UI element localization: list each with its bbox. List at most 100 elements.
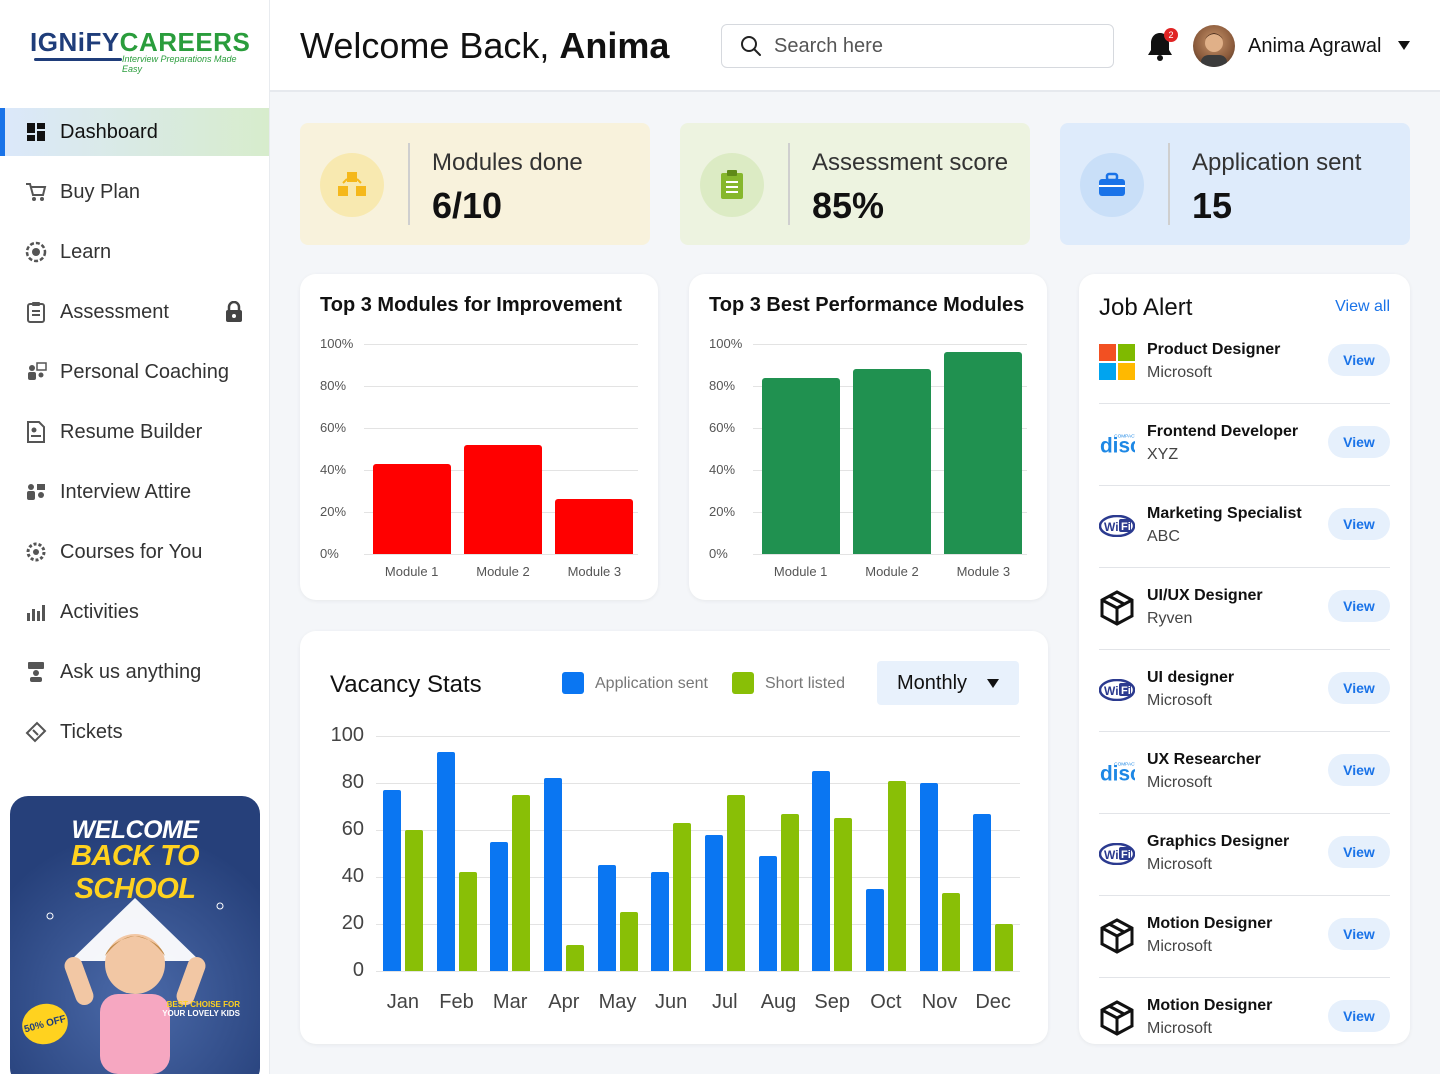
logo-tagline: Interview Preparations Made Easy <box>122 54 237 74</box>
sidebar-item-label: Tickets <box>60 720 123 743</box>
tickets-icon <box>24 720 48 744</box>
sidebar-item-buy-plan[interactable]: Buy Plan <box>0 168 269 216</box>
vacancy-bar-shortlisted <box>404 830 423 971</box>
notification-button[interactable]: 2 <box>1146 28 1178 62</box>
improvement-chart-title: Top 3 Modules for Improvement <box>320 294 622 316</box>
job-view-button[interactable]: View <box>1328 508 1390 540</box>
vacancy-x-label: Aug <box>760 991 797 1013</box>
job-view-button[interactable]: View <box>1328 426 1390 458</box>
job-company: Microsoft <box>1147 692 1212 709</box>
search-input[interactable] <box>774 34 1094 58</box>
chevron-down-icon[interactable] <box>1398 41 1410 50</box>
sidebar-item-activities[interactable]: Activities <box>0 588 269 636</box>
period-select[interactable]: Monthly <box>877 661 1019 705</box>
promo-title-line1: WELCOME <box>71 816 199 844</box>
best-x-label: Module 3 <box>956 564 1011 579</box>
job-view-button[interactable]: View <box>1328 754 1390 786</box>
coaching-icon <box>24 360 48 384</box>
user-avatar[interactable] <box>1193 25 1235 67</box>
stat-divider <box>788 143 790 225</box>
vacancy-title: Vacancy Stats <box>330 671 482 698</box>
vacancy-x-label: Feb <box>439 991 474 1013</box>
cube-icon <box>1099 1000 1135 1036</box>
activities-icon <box>24 600 48 624</box>
job-title: Product Designer <box>1147 341 1281 358</box>
job-view-button[interactable]: View <box>1328 1000 1390 1032</box>
sidebar-item-label: Interview Attire <box>60 480 192 503</box>
legend-swatch-applications <box>562 672 584 694</box>
vacancy-y-tick: 20 <box>341 912 364 934</box>
job-view-button[interactable]: View <box>1328 590 1390 622</box>
search-icon <box>741 36 761 56</box>
user-name[interactable]: Anima Agrawal <box>1248 35 1382 57</box>
vacancy-y-tick: 60 <box>341 818 364 840</box>
job-item[interactable]: discCOMPACT UX Researcher Microsoft View <box>1099 732 1390 814</box>
promo-banner[interactable]: WELCOME BACK TO SCHOOL 50% OFF BEST CHOI… <box>10 796 260 1074</box>
sidebar-item-personal-coaching[interactable]: Personal Coaching <box>0 348 269 396</box>
vacancy-gridline <box>376 971 1020 972</box>
stat-card-assessment-score: Assessment score 85% <box>680 123 1030 245</box>
job-view-button[interactable]: View <box>1328 672 1390 704</box>
sidebar-item-resume-builder[interactable]: Resume Builder <box>0 408 269 456</box>
sidebar-item-label: Buy Plan <box>60 180 141 203</box>
vacancy-x-label: May <box>598 991 637 1013</box>
job-view-button[interactable]: View <box>1328 918 1390 950</box>
avatar-image <box>1201 33 1227 67</box>
clipboard-icon <box>24 300 48 324</box>
job-title: Frontend Developer <box>1147 423 1299 440</box>
vacancy-bar-shortlisted <box>726 794 745 971</box>
sidebar-item-label: Dashboard <box>60 120 158 143</box>
job-item[interactable]: discCOMPACT Frontend Developer XYZ View <box>1099 404 1390 486</box>
job-item[interactable]: Motion Designer Microsoft View <box>1099 896 1390 978</box>
sidebar-item-courses-for-you[interactable]: Courses for You <box>0 528 269 576</box>
sidebar-item-ask-us-anything[interactable]: Ask us anything <box>0 648 269 696</box>
job-item[interactable]: Wi Fi Marketing Specialist ABC View <box>1099 486 1390 568</box>
svg-text:disc: disc <box>1100 763 1135 784</box>
ask-icon <box>24 660 48 684</box>
sidebar-item-assessment[interactable]: Assessment <box>0 288 269 336</box>
sidebar-item-label: Ask us anything <box>60 660 202 683</box>
sidebar-item-dashboard[interactable]: Dashboard <box>0 108 269 156</box>
job-company: Microsoft <box>1147 938 1212 955</box>
view-all-link[interactable]: View all <box>1335 298 1390 315</box>
improvement-y-tick: 100% <box>320 336 354 351</box>
svg-text:Fi: Fi <box>1121 685 1131 697</box>
job-item[interactable]: Wi Fi UI designer Microsoft View <box>1099 650 1390 732</box>
improvement-gridline <box>364 386 638 387</box>
best-bar <box>761 377 840 554</box>
svg-text:Wi: Wi <box>1104 520 1119 534</box>
best-chart-card: Top 3 Best Performance Modules 100% 80% 60… <box>689 274 1047 600</box>
vacancy-y-tick: 100 <box>330 724 364 746</box>
search-box[interactable] <box>721 24 1114 68</box>
vacancy-bar-shortlisted <box>995 924 1014 971</box>
job-item[interactable]: UI/UX Designer Ryven View <box>1099 568 1390 650</box>
legend-label-applications: Application sent <box>595 675 708 692</box>
job-title: Graphics Designer <box>1147 833 1290 850</box>
resume-icon <box>24 420 48 444</box>
improvement-bar <box>555 499 634 554</box>
best-y-tick: 80% <box>709 378 736 393</box>
brand-logo[interactable]: IGNiFYCAREERS Interview Preparations Mad… <box>30 28 250 74</box>
best-bar <box>853 369 931 554</box>
job-view-button[interactable]: View <box>1328 836 1390 868</box>
best-y-tick: 40% <box>709 462 736 477</box>
job-view-button[interactable]: View <box>1328 344 1390 376</box>
top-header: Welcome Back, Anima 2 Anima Agrawal <box>270 0 1440 92</box>
vacancy-bar-applications <box>651 872 670 971</box>
job-title: Motion Designer <box>1147 915 1273 932</box>
job-item[interactable]: Product Designer Microsoft View <box>1099 322 1390 404</box>
vacancy-bar-shortlisted <box>619 912 638 971</box>
sidebar-item-interview-attire[interactable]: Interview Attire <box>0 468 269 516</box>
stat-label: Assessment score <box>812 149 1009 176</box>
sidebar-item-learn[interactable]: Learn <box>0 228 269 276</box>
lock-icon <box>224 300 244 323</box>
svg-text:Wi: Wi <box>1104 848 1119 862</box>
improvement-y-tick: 20% <box>320 504 347 519</box>
learn-icon <box>24 240 48 264</box>
vacancy-bar-applications <box>597 865 616 971</box>
promo-illustration <box>46 898 224 1074</box>
svg-text:COMPACT: COMPACT <box>1114 761 1135 767</box>
job-item[interactable]: Motion Designer Microsoft View <box>1099 978 1390 1044</box>
job-item[interactable]: Wi Fi Graphics Designer Microsoft View <box>1099 814 1390 896</box>
sidebar-item-tickets[interactable]: Tickets <box>0 708 269 756</box>
